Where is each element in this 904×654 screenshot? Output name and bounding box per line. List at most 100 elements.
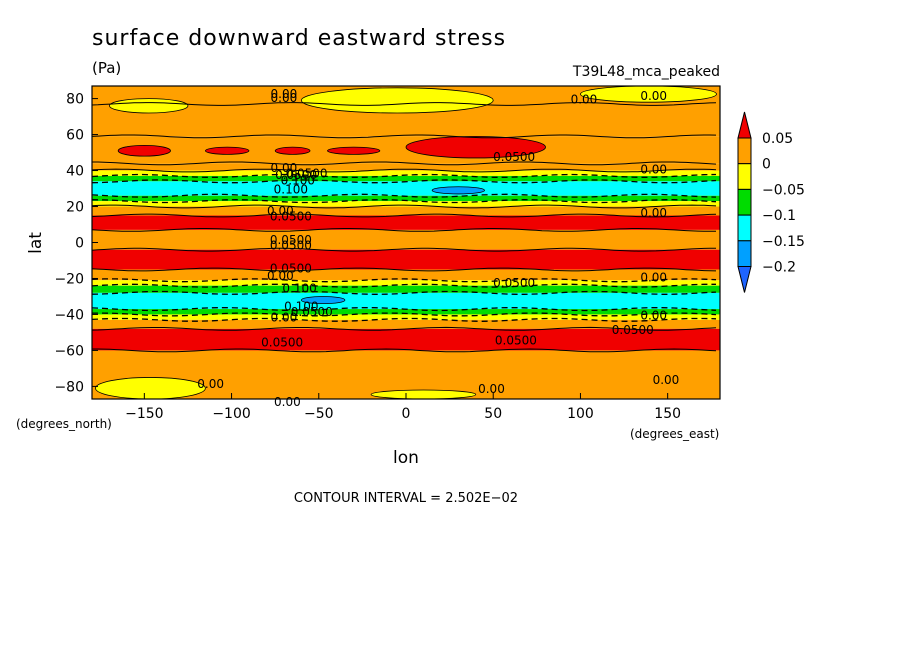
- contour-line: [91, 102, 717, 106]
- zonal-band-9: [92, 206, 720, 216]
- region-blue-9: [300, 296, 346, 305]
- x-tick-label: 50: [484, 406, 502, 422]
- contour-label: 0.0500: [270, 233, 312, 247]
- colorbar-bottom-arrow: [737, 266, 752, 293]
- x-axis-title: lon: [393, 448, 419, 468]
- contour-label: 0.0500: [493, 150, 535, 164]
- y-tick-label: −60: [54, 343, 84, 359]
- contour-line: [91, 193, 717, 198]
- x-tick-label: 0: [402, 406, 411, 422]
- y-tick-label: 20: [66, 200, 84, 216]
- colorbar-swatch: [737, 137, 752, 165]
- contour-label: 0.0500: [270, 262, 312, 276]
- contour-line: [91, 168, 717, 173]
- contour-label: 0.100: [274, 183, 308, 197]
- colorbar-swatch: [737, 214, 752, 242]
- colorbar-top-arrow: [737, 111, 752, 139]
- contour-label: 0.00: [274, 395, 301, 409]
- zonal-band-12: [92, 249, 720, 270]
- y-axis-title: lat: [26, 232, 46, 254]
- contour-label: 0.00: [653, 373, 680, 387]
- zonal-band-2: [92, 136, 720, 164]
- region-red-6: [327, 146, 381, 155]
- zonal-band-19: [92, 319, 720, 329]
- colorbar-label: −0.2: [762, 260, 796, 276]
- colorbar-swatch: [737, 163, 752, 190]
- zonal-band-15: [92, 285, 720, 293]
- y-tick-label: −80: [54, 379, 84, 395]
- zonal-band-20: [92, 328, 720, 351]
- y-tick-label: 60: [66, 128, 84, 144]
- zonal-band-6: [92, 181, 720, 196]
- contour-line: [91, 290, 717, 295]
- y-unit-label: (degrees_north): [16, 417, 112, 431]
- region-red-4: [204, 146, 250, 155]
- x-tick-label: −100: [212, 406, 250, 422]
- contour-line: [91, 199, 717, 204]
- zonal-band-14: [92, 280, 720, 286]
- contour-line: [91, 173, 717, 178]
- colorbar-label: −0.15: [762, 234, 805, 250]
- x-unit-label: (degrees_east): [630, 427, 719, 441]
- colorbar-label: 0.05: [762, 131, 793, 147]
- contour-label: 0.00: [640, 271, 667, 285]
- contour-label: 0.00: [267, 269, 294, 283]
- contour-line: [91, 179, 717, 184]
- contour-label: 0.0500: [270, 238, 312, 252]
- region-red-5: [274, 146, 311, 155]
- contour-label: 0.00: [478, 382, 505, 396]
- x-tick-label: −50: [304, 406, 334, 422]
- contour-line: [91, 134, 717, 139]
- contour-line: [91, 228, 716, 232]
- contour-label: 0.00: [271, 91, 298, 105]
- contour-label: 0.100: [281, 174, 315, 188]
- zonal-band-4: [92, 170, 720, 176]
- contour-label: 0.0500: [291, 305, 333, 319]
- contour-label: 0.00: [271, 87, 298, 101]
- y-axis: 80 60 40 20 0 −20 −40 −60 −80: [54, 92, 98, 395]
- contour-label: 0.00: [271, 310, 298, 324]
- contour-label: 0.0500: [261, 335, 303, 349]
- chart-title: surface downward eastward stress: [92, 26, 506, 51]
- contour-label: 0.0500: [493, 276, 535, 290]
- contour-label: 0.0500: [286, 166, 328, 180]
- y-tick-label: 0: [75, 236, 84, 252]
- y-tick-label: 80: [66, 92, 84, 108]
- contour-label: 0.0500: [612, 323, 654, 337]
- contour-line: [91, 317, 717, 322]
- zonal-band-3: [92, 163, 720, 171]
- contour-line: [91, 283, 716, 288]
- colorbar-label: −0.05: [762, 182, 805, 198]
- zonal-band-7: [92, 195, 720, 202]
- region-red-3: [117, 144, 171, 157]
- contour-label: 0.00: [197, 377, 224, 391]
- contour-label: 0.0500: [270, 210, 312, 224]
- region-yellow-0: [109, 98, 189, 114]
- zonal-band-5: [92, 175, 720, 182]
- contour-label: 0.00: [640, 206, 667, 220]
- colorbar-label: 0: [762, 157, 771, 173]
- colorbar-label: −0.1: [762, 208, 796, 224]
- contour-line: [91, 267, 717, 272]
- contour-line: [91, 247, 716, 252]
- y-tick-label: 40: [66, 164, 84, 180]
- contour-label: 0.00: [271, 161, 298, 175]
- contour-label: 0.0500: [275, 168, 317, 182]
- contour-line: [91, 307, 717, 312]
- zonal-band-13: [92, 269, 720, 281]
- x-tick-label: 100: [567, 406, 594, 422]
- zonal-band-8: [92, 201, 720, 207]
- contour-label: 0.00: [640, 89, 667, 103]
- contour-label: 0.100: [282, 281, 316, 295]
- region-yellow-11: [370, 389, 477, 400]
- contour-line: [92, 312, 717, 317]
- colorbar: 0.05 0 −0.05 −0.1 −0.15 −0.2: [737, 111, 805, 293]
- colorbar-swatch: [737, 188, 752, 216]
- colorbar-swatch: [737, 240, 752, 268]
- contour-label: 0.0500: [495, 334, 537, 348]
- x-axis: −150 −100 −50 0 50 100 150: [125, 393, 681, 422]
- contour-line: [91, 213, 717, 218]
- zonal-band-18: [92, 314, 720, 320]
- region-red-7: [405, 135, 546, 159]
- dataset-label: T39L48_mca_peaked: [572, 64, 720, 80]
